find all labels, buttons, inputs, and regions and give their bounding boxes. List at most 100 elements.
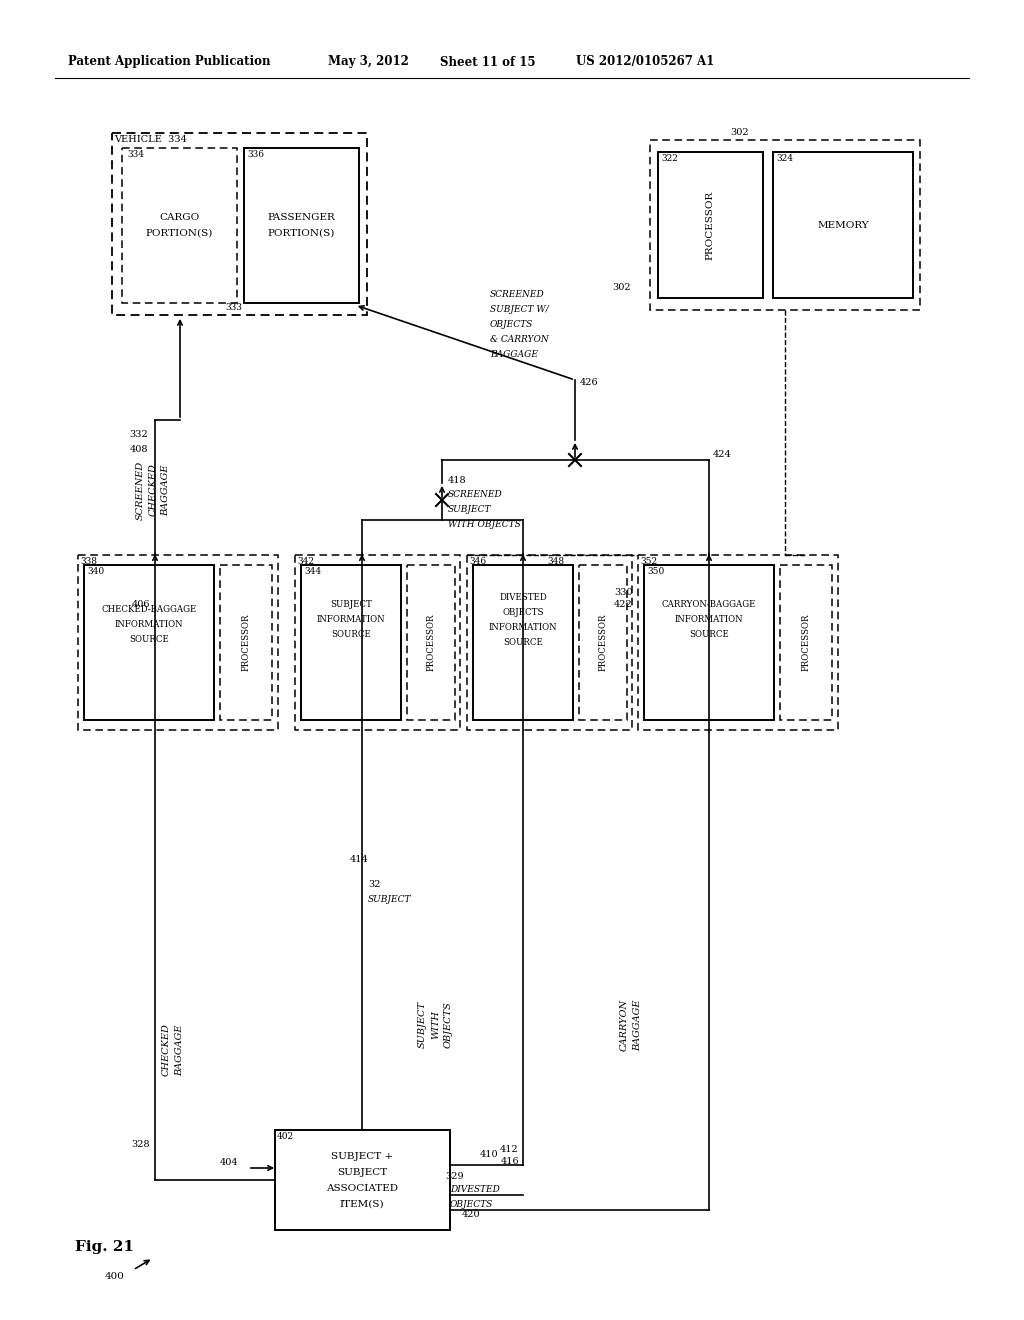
- Text: 346: 346: [469, 557, 486, 566]
- Text: CHECKED: CHECKED: [148, 463, 158, 516]
- Text: VEHICLE  334: VEHICLE 334: [114, 135, 186, 144]
- Text: INFORMATION: INFORMATION: [316, 615, 385, 624]
- Text: & CARRYON: & CARRYON: [490, 335, 549, 345]
- Text: SOURCE: SOURCE: [503, 638, 543, 647]
- Text: PROCESSOR: PROCESSOR: [242, 614, 251, 671]
- Bar: [407, 565, 455, 719]
- Text: MEMORY: MEMORY: [817, 220, 868, 230]
- Bar: [275, 1130, 450, 1230]
- Text: Fig. 21: Fig. 21: [75, 1239, 134, 1254]
- Text: BAGGAGE: BAGGAGE: [175, 1024, 184, 1076]
- Bar: [220, 565, 272, 719]
- Text: 352: 352: [640, 557, 657, 566]
- Text: PROCESSOR: PROCESSOR: [427, 614, 435, 671]
- Text: 344: 344: [304, 568, 322, 576]
- Text: CARRYON-BAGGAGE: CARRYON-BAGGAGE: [662, 601, 756, 609]
- Text: 414: 414: [350, 855, 369, 865]
- Text: 324: 324: [776, 154, 793, 162]
- Text: CARRYON: CARRYON: [620, 999, 629, 1051]
- Text: WITH: WITH: [431, 1011, 440, 1039]
- Text: Sheet 11 of 15: Sheet 11 of 15: [440, 55, 536, 69]
- Text: SOURCE: SOURCE: [331, 630, 371, 639]
- Text: 350: 350: [647, 568, 665, 576]
- Text: INFORMATION: INFORMATION: [488, 623, 557, 632]
- Text: SUBJECT: SUBJECT: [449, 506, 492, 513]
- Text: 302: 302: [730, 128, 749, 137]
- Text: SCREENED: SCREENED: [449, 490, 503, 499]
- Text: 420: 420: [462, 1210, 480, 1218]
- Text: 348: 348: [547, 557, 564, 566]
- Text: 412: 412: [501, 1144, 519, 1154]
- Text: SUBJECT +: SUBJECT +: [331, 1152, 393, 1162]
- Text: PASSENGER: PASSENGER: [267, 213, 335, 222]
- Bar: [579, 565, 627, 719]
- Text: 406: 406: [131, 601, 150, 609]
- Text: 404: 404: [220, 1158, 239, 1167]
- Text: 328: 328: [131, 1140, 150, 1148]
- Text: BAGGAGE: BAGGAGE: [490, 350, 538, 359]
- Text: 342: 342: [297, 557, 314, 566]
- Text: 402: 402: [278, 1133, 294, 1140]
- Bar: [638, 554, 838, 730]
- Text: 338: 338: [80, 557, 97, 566]
- Text: CARGO: CARGO: [159, 213, 199, 222]
- Bar: [780, 565, 831, 719]
- Bar: [467, 554, 632, 730]
- Text: CHECKED-BAGGAGE: CHECKED-BAGGAGE: [101, 605, 197, 614]
- Text: 410: 410: [480, 1150, 499, 1159]
- Text: PROCESSOR: PROCESSOR: [802, 614, 811, 671]
- Bar: [301, 565, 401, 719]
- Bar: [295, 554, 460, 730]
- Text: 329: 329: [445, 1172, 464, 1181]
- Bar: [644, 565, 774, 719]
- Text: 408: 408: [129, 445, 148, 454]
- Text: 302: 302: [612, 282, 631, 292]
- Text: OBJECTS: OBJECTS: [502, 609, 544, 616]
- Text: 340: 340: [87, 568, 104, 576]
- Text: 336: 336: [247, 150, 264, 158]
- Text: May 3, 2012: May 3, 2012: [328, 55, 409, 69]
- Text: BAGGAGE: BAGGAGE: [633, 999, 642, 1051]
- Text: WITH OBJECTS: WITH OBJECTS: [449, 520, 521, 529]
- Bar: [112, 133, 367, 315]
- Text: 332: 332: [129, 430, 148, 440]
- Bar: [122, 148, 237, 304]
- Text: ASSOCIATED: ASSOCIATED: [326, 1184, 398, 1193]
- Text: PROCESSOR: PROCESSOR: [706, 190, 715, 260]
- Text: 424: 424: [713, 450, 732, 459]
- Text: 334: 334: [127, 150, 144, 158]
- Text: SOURCE: SOURCE: [129, 635, 169, 644]
- Text: 418: 418: [449, 477, 467, 484]
- Text: SCREENED: SCREENED: [135, 461, 144, 520]
- Text: 32: 32: [368, 880, 381, 888]
- Bar: [244, 148, 359, 304]
- Bar: [78, 554, 278, 730]
- Text: SUBJECT: SUBJECT: [330, 601, 372, 609]
- Text: PORTION(S): PORTION(S): [267, 228, 335, 238]
- Text: BAGGAGE: BAGGAGE: [162, 465, 171, 516]
- Text: 422: 422: [614, 601, 633, 609]
- Text: Patent Application Publication: Patent Application Publication: [68, 55, 270, 69]
- Text: SUBJECT: SUBJECT: [368, 895, 412, 904]
- Text: ITEM(S): ITEM(S): [340, 1200, 384, 1209]
- Text: CHECKED: CHECKED: [162, 1023, 171, 1076]
- Text: SUBJECT: SUBJECT: [337, 1168, 387, 1177]
- Text: OBJECTS: OBJECTS: [444, 1002, 453, 1048]
- Text: 333: 333: [225, 304, 242, 312]
- Bar: [650, 140, 920, 310]
- Text: 426: 426: [580, 378, 599, 387]
- Text: SUBJECT: SUBJECT: [418, 1002, 427, 1048]
- Text: SCREENED: SCREENED: [490, 290, 545, 300]
- Text: 416: 416: [501, 1158, 519, 1166]
- Text: DIVESTED: DIVESTED: [450, 1185, 500, 1195]
- Text: OBJECTS: OBJECTS: [450, 1200, 494, 1209]
- Text: INFORMATION: INFORMATION: [675, 615, 743, 624]
- Text: SOURCE: SOURCE: [689, 630, 729, 639]
- Bar: [473, 565, 573, 719]
- Text: DIVESTED: DIVESTED: [499, 593, 547, 602]
- Bar: [773, 152, 913, 298]
- Text: INFORMATION: INFORMATION: [115, 620, 183, 630]
- Text: US 2012/0105267 A1: US 2012/0105267 A1: [575, 55, 715, 69]
- Text: OBJECTS: OBJECTS: [490, 319, 534, 329]
- Text: 330: 330: [614, 587, 633, 597]
